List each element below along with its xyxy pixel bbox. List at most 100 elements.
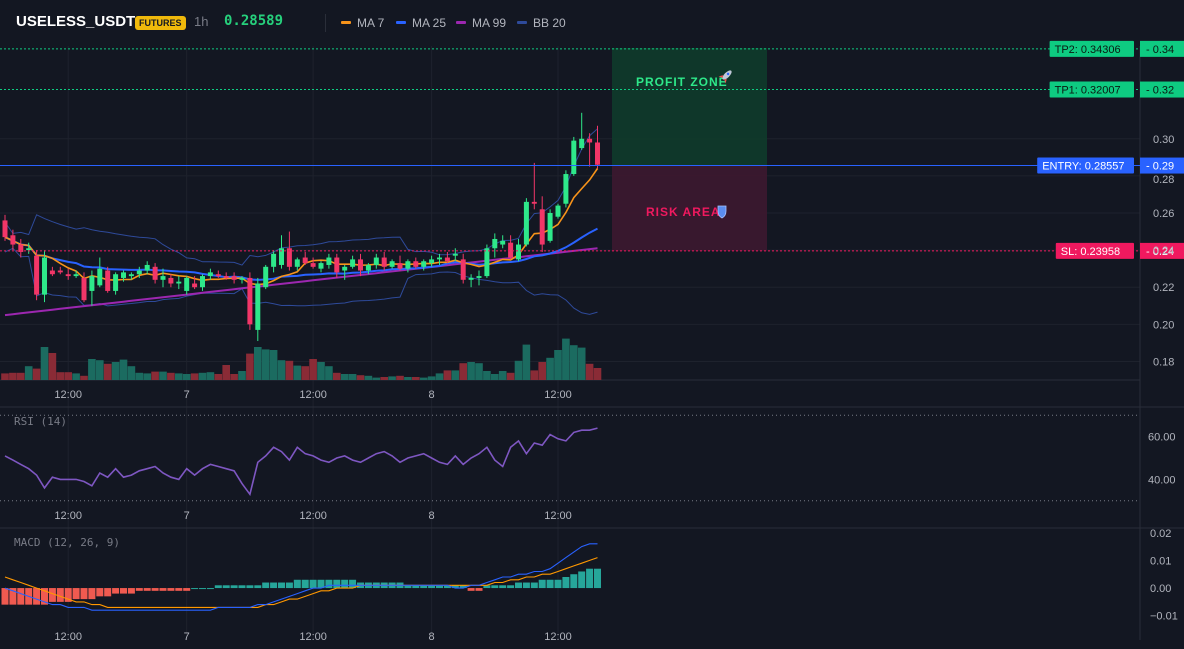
macd-pane[interactable]: −0.01 0.00 0.01 0.02: [1, 528, 1178, 623]
candle[interactable]: [97, 257, 103, 288]
candle[interactable]: [318, 261, 324, 273]
candle[interactable]: [279, 235, 284, 269]
candle[interactable]: [437, 253, 442, 265]
candle[interactable]: [192, 276, 198, 290]
candle[interactable]: [326, 253, 332, 269]
candle[interactable]: [223, 272, 229, 280]
candle[interactable]: [500, 235, 506, 249]
candle[interactable]: [539, 196, 545, 252]
candle[interactable]: [113, 272, 119, 295]
candle[interactable]: [42, 250, 47, 303]
candle[interactable]: [73, 270, 79, 278]
candle[interactable]: [342, 264, 348, 280]
level-tp2[interactable]: TP2: 0.34306 - 0.34: [0, 40, 1184, 57]
candle[interactable]: [460, 253, 466, 284]
candle[interactable]: [121, 270, 126, 282]
candle[interactable]: [579, 112, 585, 150]
candle[interactable]: [239, 276, 245, 284]
candle[interactable]: [516, 238, 521, 262]
volume-bar: [214, 374, 223, 380]
candle[interactable]: [484, 244, 490, 278]
candle[interactable]: [373, 253, 379, 269]
candle[interactable]: [105, 266, 111, 293]
candle-body: [136, 270, 142, 275]
candle[interactable]: [81, 272, 87, 303]
candle[interactable]: [89, 270, 95, 306]
candle[interactable]: [547, 209, 553, 243]
candle[interactable]: [444, 251, 450, 264]
macd-histogram-bar: [104, 588, 112, 597]
candle[interactable]: [65, 268, 71, 280]
candle[interactable]: [10, 229, 16, 251]
candle[interactable]: [358, 253, 363, 277]
candlesticks[interactable]: [2, 112, 601, 342]
symbol-title[interactable]: USELESS_USDT: [16, 13, 136, 30]
candle[interactable]: [2, 214, 8, 241]
candle[interactable]: [334, 253, 340, 278]
candle[interactable]: [231, 272, 237, 284]
candle[interactable]: [310, 257, 316, 269]
candle[interactable]: [350, 255, 356, 269]
candle[interactable]: [136, 266, 142, 278]
candle[interactable]: [389, 259, 395, 269]
candle[interactable]: [429, 255, 435, 267]
candle[interactable]: [555, 203, 561, 219]
legend-bb20[interactable]: BB 20: [517, 16, 566, 30]
volume-bar: [24, 366, 33, 380]
candle[interactable]: [587, 133, 593, 167]
interval-selector[interactable]: 1h: [194, 14, 209, 29]
level-sl[interactable]: SL: 0.23958 - 0.24: [0, 242, 1184, 259]
candle[interactable]: [144, 261, 150, 275]
macd-line: [4, 543, 598, 611]
volume-bar: [48, 353, 57, 380]
candle[interactable]: [452, 248, 458, 262]
candle[interactable]: [492, 233, 498, 258]
candle[interactable]: [468, 274, 474, 288]
candle[interactable]: [421, 259, 427, 271]
candle[interactable]: [255, 277, 261, 342]
level-tp1[interactable]: TP1: 0.32007 - 0.32: [0, 81, 1184, 98]
candle[interactable]: [57, 266, 63, 275]
level-entry[interactable]: ENTRY: 0.28557 - 0.29: [0, 157, 1184, 174]
candle[interactable]: [271, 250, 277, 273]
candle[interactable]: [168, 274, 174, 288]
candle[interactable]: [413, 257, 419, 269]
level-lines[interactable]: TP2: 0.34306 - 0.34 TP1: 0.32007 - 0.32 ENTR…: [0, 40, 1184, 259]
rsi-pane[interactable]: 40.00 60.00: [0, 414, 1176, 502]
candle[interactable]: [128, 272, 134, 280]
candle[interactable]: [26, 242, 32, 254]
candle[interactable]: [152, 263, 158, 284]
macd-histogram-bar: [546, 579, 554, 589]
candle[interactable]: [184, 276, 190, 295]
candle[interactable]: [160, 268, 166, 288]
candle[interactable]: [523, 198, 529, 247]
candle[interactable]: [563, 170, 569, 208]
candle[interactable]: [207, 268, 213, 280]
candle[interactable]: [247, 272, 253, 330]
candle[interactable]: [476, 270, 482, 286]
candle[interactable]: [176, 276, 182, 290]
candle[interactable]: [508, 235, 514, 260]
candle[interactable]: [263, 264, 269, 290]
legend-ma99[interactable]: MA 99: [456, 16, 506, 30]
candle-body: [310, 263, 316, 267]
candle[interactable]: [531, 162, 537, 210]
candle[interactable]: [49, 266, 55, 277]
legend-ma7[interactable]: MA 7: [341, 16, 384, 30]
candle[interactable]: [571, 136, 577, 176]
macd-histogram-bar: [309, 579, 317, 589]
volume-bar: [451, 370, 460, 380]
candle[interactable]: [18, 238, 24, 258]
candle[interactable]: [595, 125, 600, 169]
candle[interactable]: [397, 255, 403, 271]
candle[interactable]: [365, 263, 371, 275]
candle[interactable]: [294, 257, 300, 271]
candle[interactable]: [34, 250, 40, 301]
legend-ma25[interactable]: MA 25: [396, 16, 446, 30]
candle[interactable]: [200, 274, 205, 291]
candle[interactable]: [215, 270, 221, 278]
candle[interactable]: [302, 251, 308, 265]
candle[interactable]: [405, 259, 411, 273]
candle[interactable]: [381, 251, 387, 271]
